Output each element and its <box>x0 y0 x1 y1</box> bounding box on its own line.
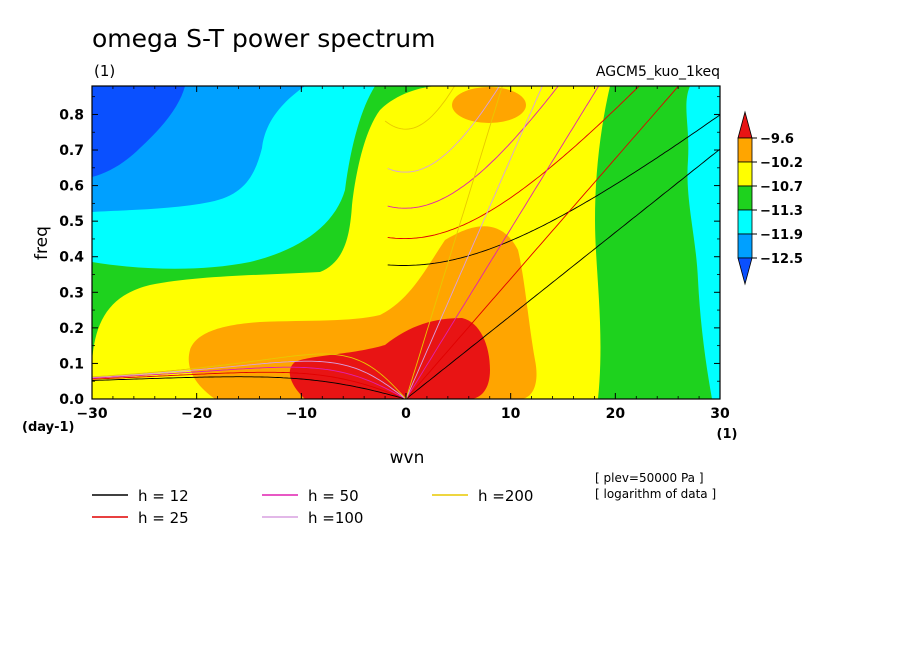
colorbar-label: −12.5 <box>760 252 803 267</box>
inertia-gravity-curve <box>387 86 640 240</box>
kelvin-wave-curve <box>405 86 600 399</box>
colorbar-swatch <box>737 185 753 211</box>
colorbar-label: −11.3 <box>760 204 803 219</box>
contour-fill-cyan-right <box>686 86 720 399</box>
legend-label: h =200 <box>478 487 533 505</box>
x-tick-label: −10 <box>286 406 317 422</box>
inertia-gravity-curve <box>387 114 720 266</box>
colorbar-swatch <box>737 137 753 163</box>
legend-label: h =100 <box>308 509 363 527</box>
inertia-gravity-curve <box>384 86 456 130</box>
y-tick-label: 0.8 <box>59 107 84 123</box>
y-tick-label: 0.0 <box>59 392 84 408</box>
y-tick-label: 0.7 <box>59 143 84 159</box>
y-tick-label: 0.5 <box>59 214 84 230</box>
x-axis-title: wvn <box>390 448 425 468</box>
y-units-label: (day-1) <box>22 420 74 435</box>
x-tick-label: 20 <box>606 406 626 422</box>
colorbar-label: −10.7 <box>760 180 803 195</box>
colorbar-bottom-arrow <box>737 257 753 286</box>
colorbar-label: −9.6 <box>760 132 794 147</box>
colorbar-label: −11.9 <box>760 228 803 243</box>
kelvin-wave-curve <box>405 86 680 399</box>
contour-fill-orange-top <box>452 87 526 123</box>
legend-label: h = 50 <box>308 487 359 505</box>
kelvin-wave-curve <box>405 86 543 399</box>
colorbar-label: −10.2 <box>760 156 803 171</box>
y-tick-label: 0.1 <box>59 356 84 372</box>
colorbar-top-arrow <box>737 110 753 139</box>
y-tick-label: 0.6 <box>59 179 84 195</box>
x-tick-label: −30 <box>76 406 107 422</box>
legend: h = 12 h = 25 h = 50 h =100 h =200 <box>92 487 533 527</box>
x-tick-label: −20 <box>181 406 212 422</box>
rossby-wave-curve <box>92 360 407 399</box>
colorbar: −9.6 −10.2 −10.7 −11.3 −11.9 −12.5 <box>737 110 803 286</box>
rossby-wave-curve <box>92 376 407 399</box>
inertia-gravity-curve <box>387 86 559 209</box>
x-tick-label: 30 <box>710 406 730 422</box>
y-tick-label: 0.3 <box>59 285 84 301</box>
dispersion-curves <box>92 86 720 399</box>
contour-fill-darkblue <box>92 86 185 177</box>
y-tick-label: 0.4 <box>59 250 84 266</box>
legend-label: h = 25 <box>138 509 189 527</box>
y-tick-label: 0.2 <box>59 321 84 337</box>
run-name-label: AGCM5_kuo_1keq <box>596 64 720 80</box>
x-tick-label: 10 <box>501 406 521 422</box>
note-plev: [ plev=50000 Pa ] <box>595 471 704 485</box>
colorbar-swatch <box>737 161 753 187</box>
chart-title: omega S-T power spectrum <box>92 24 436 53</box>
rossby-wave-curve <box>92 353 407 399</box>
y-axis-title: freq <box>32 226 52 260</box>
axes: −30 −20 −10 0 10 20 30 0.0 0.1 0.2 0.3 0.4 0.5 0.6 0.7… <box>59 86 730 422</box>
x-tick-label: 0 <box>401 406 411 422</box>
legend-label: h = 12 <box>138 487 189 505</box>
rossby-wave-curve <box>92 366 407 399</box>
kelvin-wave-curve <box>405 148 720 399</box>
chart-units-label: (1) <box>94 62 115 80</box>
rossby-wave-curve <box>92 371 407 399</box>
colorbar-swatch <box>737 209 753 235</box>
plot-area <box>92 86 720 399</box>
x-units-label: (1) <box>717 427 738 442</box>
kelvin-wave-curve <box>405 86 503 399</box>
note-logarithm: [ logarithm of data ] <box>595 487 716 501</box>
colorbar-swatch <box>737 233 753 259</box>
inertia-gravity-curve <box>387 86 501 173</box>
